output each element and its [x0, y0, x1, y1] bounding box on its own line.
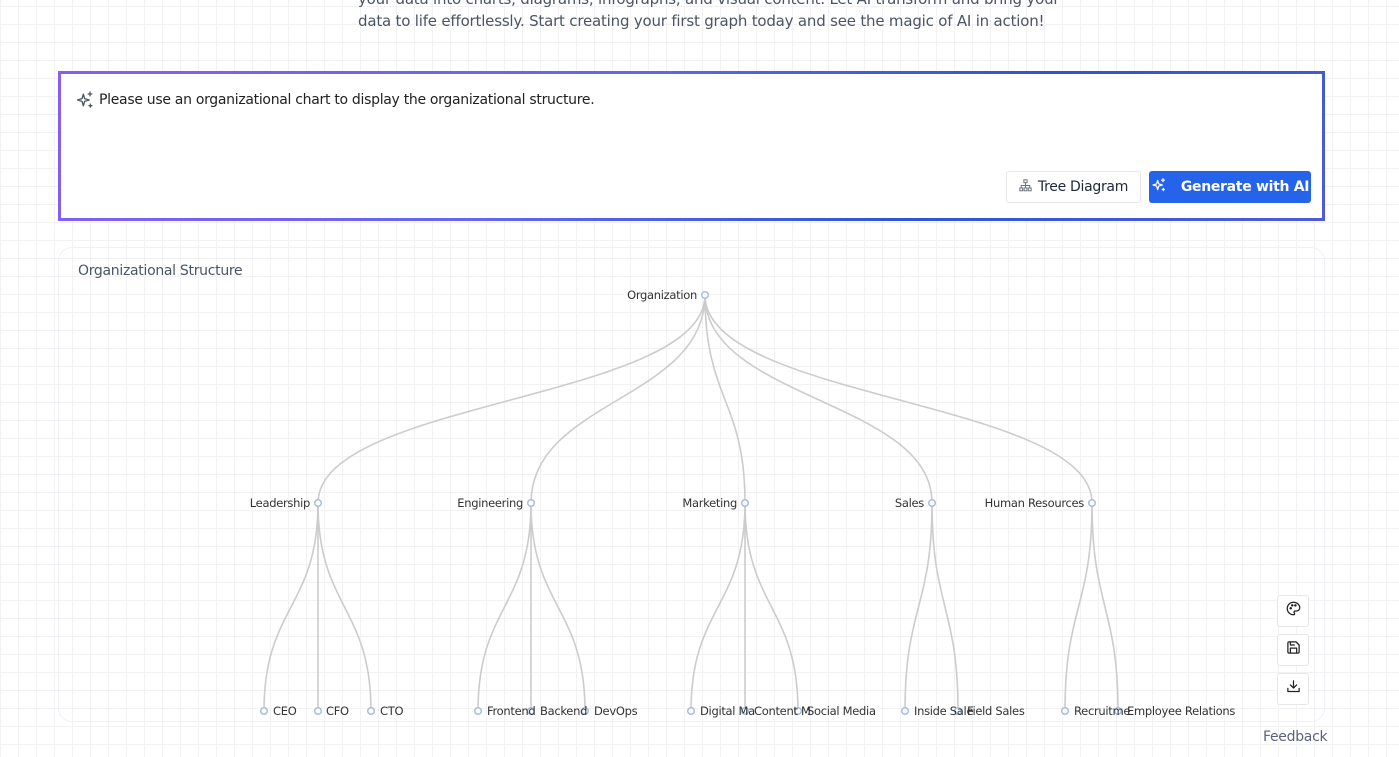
label-content-marketing: Content M	[754, 704, 811, 718]
save-icon	[1286, 640, 1301, 660]
label-frontend: Frontend	[487, 704, 535, 718]
label-cto: CTO	[380, 704, 403, 718]
label-field-sales: Field Sales	[967, 704, 1025, 718]
node-leadership[interactable]	[313, 498, 323, 508]
label-cfo: CFO	[326, 704, 349, 718]
node-content-marketing[interactable]	[740, 706, 750, 716]
node-ceo[interactable]	[259, 706, 269, 716]
chart-title: Organizational Structure	[78, 263, 243, 279]
node-recruitment[interactable]	[1060, 706, 1070, 716]
generate-with-ai-button[interactable]: Generate with AI	[1149, 171, 1311, 203]
prompt-text-row: Please use an organizational chart to di…	[75, 90, 595, 110]
sparkles-icon	[75, 90, 95, 110]
label-recruitment: Recruitme	[1074, 704, 1130, 718]
label-backend: Backend	[540, 704, 587, 718]
intro-line-2: data to life effortlessly. Start creatin…	[358, 12, 1045, 30]
label-human-resources: Human Resources	[985, 496, 1085, 510]
chart-card	[58, 247, 1325, 722]
node-human-resources[interactable]	[1087, 498, 1097, 508]
prompt-input-area[interactable]: Please use an organizational chart to di…	[61, 74, 1322, 218]
label-ceo: CEO	[273, 704, 297, 718]
tree-links	[263, 294, 1119, 712]
theme-palette-button[interactable]	[1277, 595, 1309, 627]
node-digital-marketing[interactable]	[686, 706, 696, 716]
label-devops: DevOps	[594, 704, 638, 718]
sparkles-icon	[1151, 177, 1167, 197]
label-marketing: Marketing	[682, 496, 737, 510]
node-devops[interactable]	[580, 706, 590, 716]
node-field-sales[interactable]	[953, 706, 963, 716]
node-employee-relations[interactable]	[1113, 706, 1123, 716]
feedback-link[interactable]: Feedback	[1263, 729, 1328, 745]
intro-text: your data into charts, diagrams, infogra…	[358, 0, 1058, 32]
palette-icon	[1286, 601, 1301, 621]
tree-diagram-label: Tree Diagram	[1037, 179, 1129, 195]
label-inside-sales: Inside Sale	[914, 704, 973, 718]
tree-diagram-button[interactable]: Tree Diagram	[1006, 171, 1141, 203]
tree-labels: Organization Leadership Engineering Mark…	[250, 288, 1236, 718]
node-frontend[interactable]	[473, 706, 483, 716]
label-engineering: Engineering	[457, 496, 523, 510]
intro-line-1: your data into charts, diagrams, infogra…	[358, 0, 1058, 10]
node-backend[interactable]	[526, 706, 536, 716]
label-leadership: Leadership	[250, 496, 310, 510]
node-marketing[interactable]	[740, 498, 750, 508]
label-social-media: Social Media	[807, 704, 876, 718]
node-engineering[interactable]	[526, 498, 536, 508]
download-button[interactable]	[1277, 673, 1309, 705]
node-inside-sales[interactable]	[900, 706, 910, 716]
label-digital-marketing: Digital Ma	[700, 704, 755, 718]
prompt-box: Please use an organizational chart to di…	[58, 71, 1325, 221]
node-cto[interactable]	[366, 706, 376, 716]
label-organization: Organization	[627, 288, 697, 302]
label-sales: Sales	[895, 496, 924, 510]
download-icon	[1286, 679, 1301, 699]
sitemap-icon	[1019, 178, 1032, 196]
save-button[interactable]	[1277, 634, 1309, 666]
prompt-text[interactable]: Please use an organizational chart to di…	[99, 92, 595, 108]
tree-nodes	[259, 290, 1123, 716]
generate-label: Generate with AI	[1180, 179, 1310, 195]
label-employee-relations: Employee Relations	[1127, 704, 1235, 718]
node-cfo[interactable]	[313, 706, 323, 716]
node-social-media[interactable]	[793, 706, 803, 716]
node-organization[interactable]	[700, 290, 710, 300]
node-sales[interactable]	[927, 498, 937, 508]
